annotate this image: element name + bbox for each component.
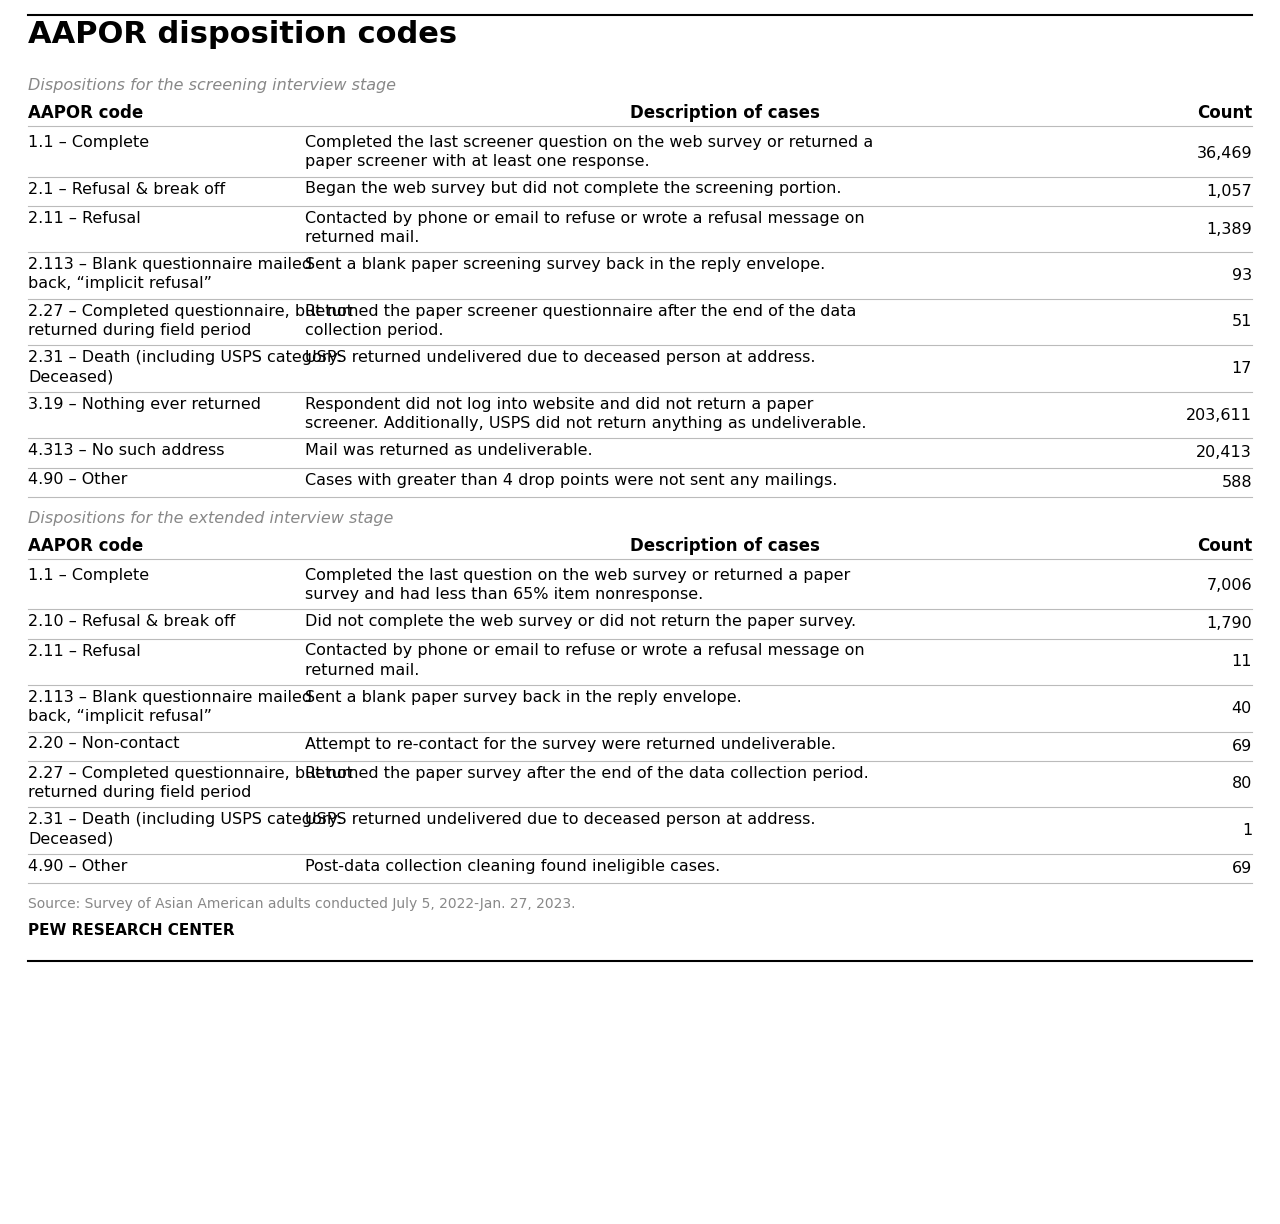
Text: 2.113 – Blank questionnaire mailed
back, “implicit refusal”: 2.113 – Blank questionnaire mailed back,… [28,257,312,291]
Text: Did not complete the web survey or did not return the paper survey.: Did not complete the web survey or did n… [305,614,856,629]
Text: 1,057: 1,057 [1206,184,1252,198]
Text: Sent a blank paper screening survey back in the reply envelope.: Sent a blank paper screening survey back… [305,257,826,272]
Text: 4.90 – Other: 4.90 – Other [28,472,128,487]
Text: 2.11 – Refusal: 2.11 – Refusal [28,644,141,659]
Text: 36,469: 36,469 [1197,146,1252,160]
Text: 1.1 – Complete: 1.1 – Complete [28,568,150,583]
Text: 1,790: 1,790 [1206,617,1252,632]
Text: 2.11 – Refusal: 2.11 – Refusal [28,211,141,225]
Text: Cases with greater than 4 drop points were not sent any mailings.: Cases with greater than 4 drop points we… [305,472,837,487]
Text: 69: 69 [1231,860,1252,876]
Text: Returned the paper screener questionnaire after the end of the data
collection p: Returned the paper screener questionnair… [305,304,856,338]
Text: 93: 93 [1231,268,1252,283]
Text: 1.1 – Complete: 1.1 – Complete [28,135,150,151]
Text: 51: 51 [1231,315,1252,329]
Text: Count: Count [1197,537,1252,554]
Text: Source: Survey of Asian American adults conducted July 5, 2022-Jan. 27, 2023.: Source: Survey of Asian American adults … [28,897,576,911]
Text: PEW RESEARCH CENTER: PEW RESEARCH CENTER [28,923,234,938]
Text: USPS returned undelivered due to deceased person at address.: USPS returned undelivered due to decease… [305,813,815,827]
Text: 588: 588 [1221,475,1252,490]
Text: Dispositions for the extended interview stage: Dispositions for the extended interview … [28,510,393,526]
Text: Attempt to re-contact for the survey were returned undeliverable.: Attempt to re-contact for the survey wer… [305,737,836,752]
Text: Description of cases: Description of cases [630,537,820,554]
Text: 2.20 – Non-contact: 2.20 – Non-contact [28,737,179,752]
Text: 40: 40 [1231,701,1252,716]
Text: Count: Count [1197,104,1252,122]
Text: 2.31 – Death (including USPS category:
Deceased): 2.31 – Death (including USPS category: D… [28,350,342,384]
Text: 11: 11 [1231,655,1252,670]
Text: 80: 80 [1231,776,1252,792]
Text: AAPOR code: AAPOR code [28,537,143,554]
Text: Respondent did not log into website and did not return a paper
screener. Additio: Respondent did not log into website and … [305,397,867,431]
Text: 2.1 – Refusal & break off: 2.1 – Refusal & break off [28,181,225,197]
Text: 4.313 – No such address: 4.313 – No such address [28,443,224,458]
Text: AAPOR disposition codes: AAPOR disposition codes [28,20,457,49]
Text: 20,413: 20,413 [1197,446,1252,460]
Text: Description of cases: Description of cases [630,104,820,122]
Text: 2.27 – Completed questionnaire, but not
returned during field period: 2.27 – Completed questionnaire, but not … [28,304,353,338]
Text: 3.19 – Nothing ever returned: 3.19 – Nothing ever returned [28,397,261,411]
Text: 1,389: 1,389 [1206,222,1252,236]
Text: Returned the paper survey after the end of the data collection period.: Returned the paper survey after the end … [305,766,869,781]
Text: Contacted by phone or email to refuse or wrote a refusal message on
returned mai: Contacted by phone or email to refuse or… [305,644,864,678]
Text: 2.31 – Death (including USPS category:
Deceased): 2.31 – Death (including USPS category: D… [28,813,342,847]
Text: 7,006: 7,006 [1206,579,1252,594]
Text: AAPOR code: AAPOR code [28,104,143,122]
Text: 4.90 – Other: 4.90 – Other [28,859,128,874]
Text: 2.27 – Completed questionnaire, but not
returned during field period: 2.27 – Completed questionnaire, but not … [28,766,353,800]
Text: 1: 1 [1242,823,1252,838]
Text: USPS returned undelivered due to deceased person at address.: USPS returned undelivered due to decease… [305,350,815,365]
Text: Completed the last screener question on the web survey or returned a
paper scree: Completed the last screener question on … [305,135,873,169]
Text: Began the web survey but did not complete the screening portion.: Began the web survey but did not complet… [305,181,841,197]
Text: Sent a blank paper survey back in the reply envelope.: Sent a blank paper survey back in the re… [305,690,741,705]
Text: Contacted by phone or email to refuse or wrote a refusal message on
returned mai: Contacted by phone or email to refuse or… [305,211,864,245]
Text: 2.10 – Refusal & break off: 2.10 – Refusal & break off [28,614,236,629]
Text: Post-data collection cleaning found ineligible cases.: Post-data collection cleaning found inel… [305,859,721,874]
Text: Completed the last question on the web survey or returned a paper
survey and had: Completed the last question on the web s… [305,568,850,602]
Text: Mail was returned as undeliverable.: Mail was returned as undeliverable. [305,443,593,458]
Text: Dispositions for the screening interview stage: Dispositions for the screening interview… [28,78,396,93]
Text: 69: 69 [1231,738,1252,754]
Text: 2.113 – Blank questionnaire mailed
back, “implicit refusal”: 2.113 – Blank questionnaire mailed back,… [28,690,312,725]
Text: 203,611: 203,611 [1187,408,1252,422]
Text: 17: 17 [1231,361,1252,376]
